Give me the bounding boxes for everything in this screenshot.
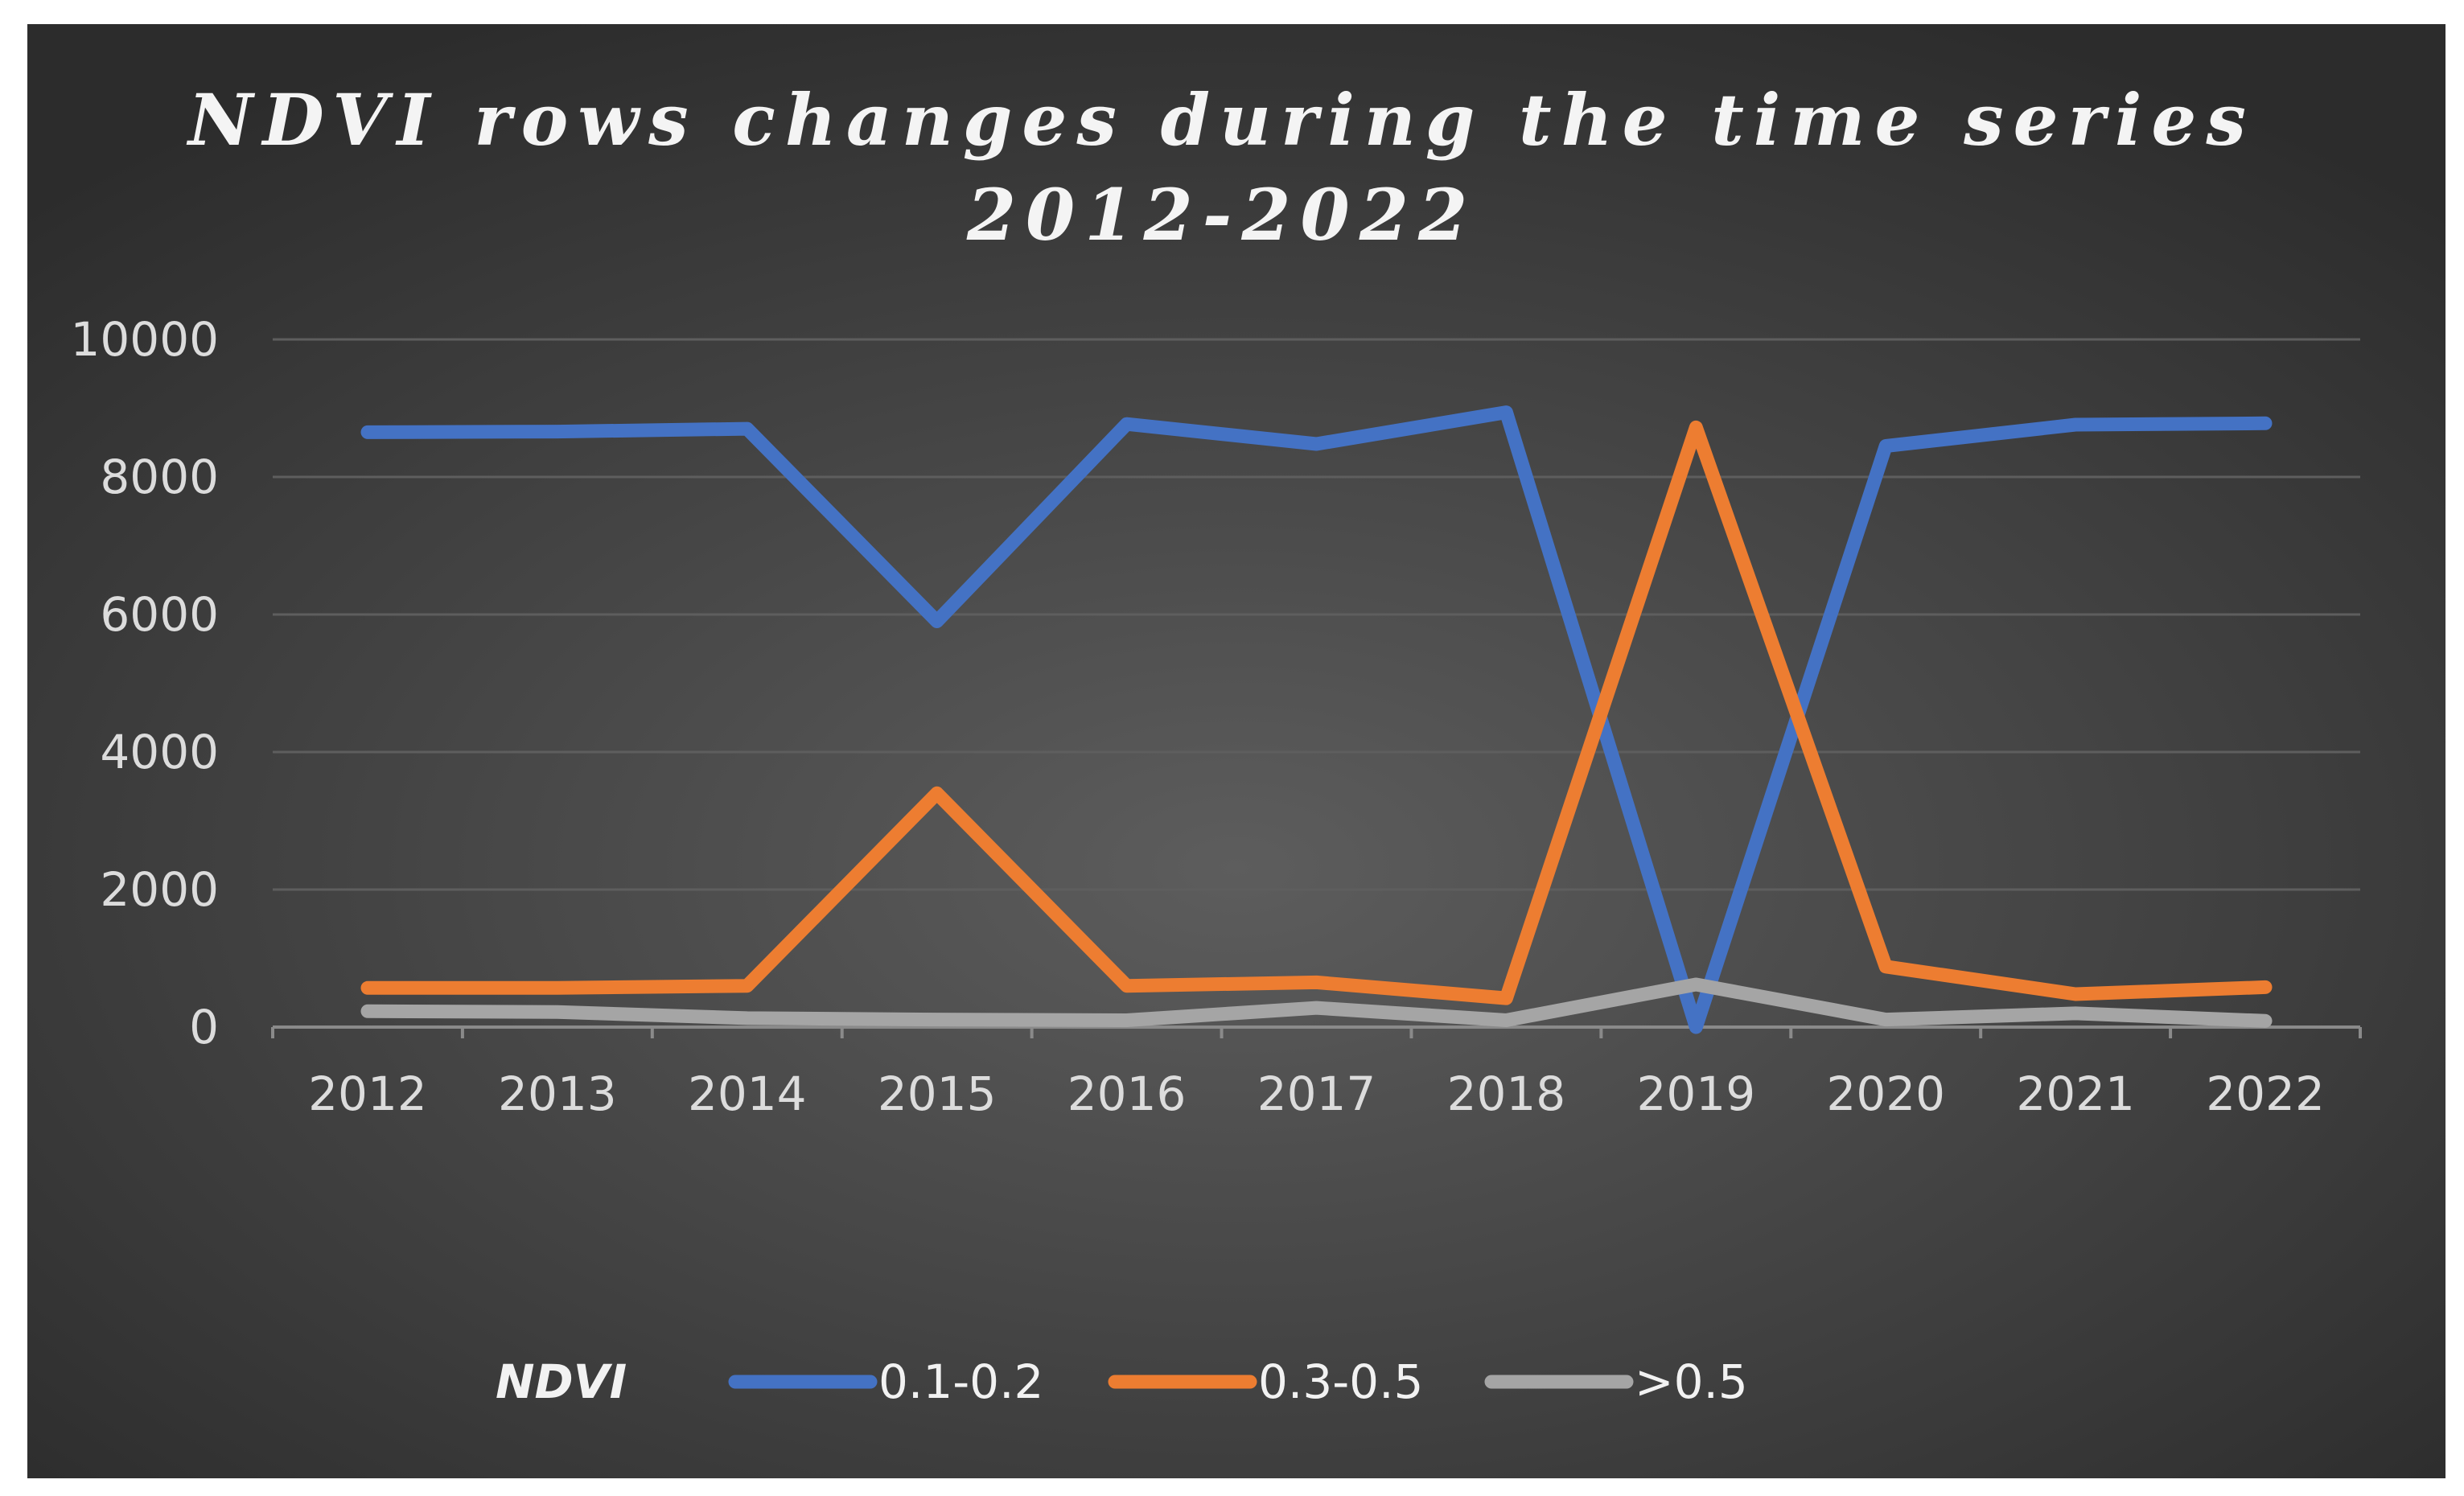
legend-label-2: >0.5 bbox=[1635, 1354, 1748, 1409]
x-tick-label: 2021 bbox=[2016, 1067, 2135, 1121]
x-axis: 2012 2013 2014 2015 2016 2017 2018 2019 2020 2021… bbox=[271, 1025, 2362, 1121]
y-tick-label: 2000 bbox=[100, 862, 219, 917]
legend: NDVI 0.1-0.2 0.3-0.5 >0.5 bbox=[496, 1354, 1748, 1409]
y-tick-label: 10000 bbox=[70, 312, 219, 367]
chart-title: NDVI rows changes during the time series… bbox=[186, 78, 2256, 257]
x-tick-label: 2012 bbox=[308, 1067, 427, 1121]
gridlines bbox=[273, 338, 2360, 891]
series-line-1 bbox=[360, 420, 2273, 1005]
y-axis: 0 2000 4000 6000 8000 10000 bbox=[70, 312, 219, 1054]
chart-frame: NDVI rows changes during the time series… bbox=[27, 24, 2445, 1478]
x-tick-label: 2022 bbox=[2206, 1067, 2325, 1121]
y-tick-label: 4000 bbox=[100, 725, 219, 779]
x-tick-label: 2017 bbox=[1257, 1067, 1376, 1121]
legend-label-1: 0.3-0.5 bbox=[1258, 1354, 1423, 1409]
y-tick-label: 8000 bbox=[100, 450, 219, 504]
x-tick-label: 2018 bbox=[1447, 1067, 1566, 1121]
y-tick-label: 0 bbox=[189, 1000, 219, 1054]
x-tick-label: 2014 bbox=[688, 1067, 807, 1121]
x-tick-label: 2013 bbox=[498, 1067, 617, 1121]
x-tick-label: 2020 bbox=[1826, 1067, 1945, 1121]
x-tick-label: 2015 bbox=[878, 1067, 997, 1121]
line-chart: NDVI rows changes during the time series… bbox=[70, 78, 2362, 1409]
chart-title-line-1: NDVI rows changes during the time series bbox=[186, 78, 2256, 162]
chart-title-line-2: 2012-2022 bbox=[966, 173, 1477, 257]
legend-label-0: 0.1-0.2 bbox=[878, 1354, 1043, 1409]
series-lines bbox=[360, 405, 2273, 1034]
x-tick-label: 2016 bbox=[1067, 1067, 1187, 1121]
y-tick-label: 6000 bbox=[100, 587, 219, 642]
series-line-2 bbox=[360, 977, 2273, 1028]
x-tick-label: 2019 bbox=[1637, 1067, 1756, 1121]
legend-title: NDVI bbox=[496, 1354, 627, 1409]
series-line-0 bbox=[360, 405, 2273, 1034]
